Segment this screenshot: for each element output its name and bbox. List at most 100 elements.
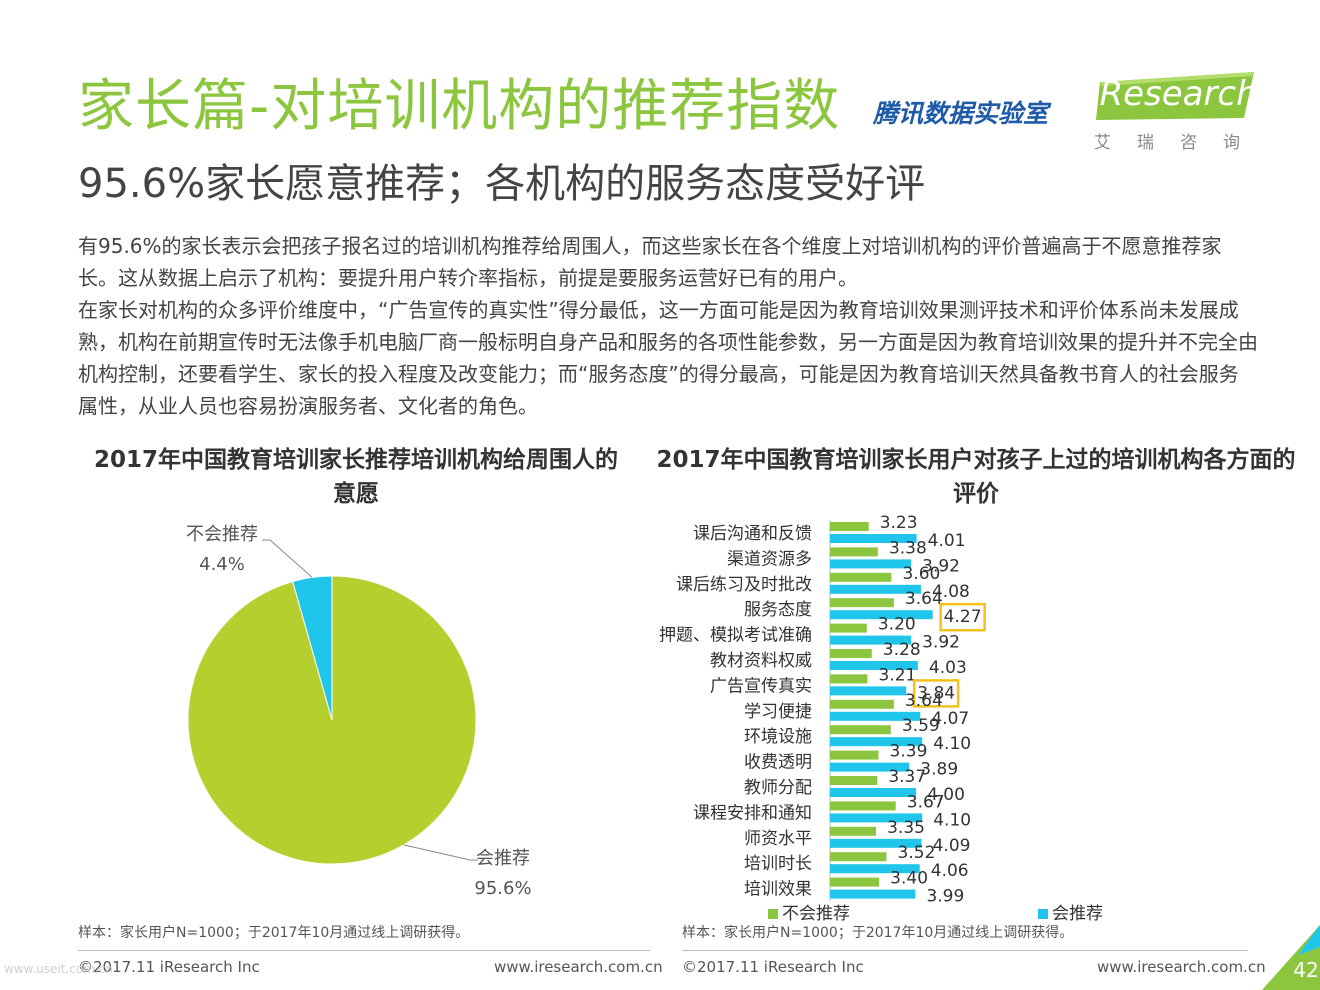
logo-brand: iResearch — [1090, 74, 1258, 114]
page-title: 家长篇-对培训机构的推荐指数 — [78, 74, 841, 139]
bar-recommend — [830, 838, 922, 848]
legend-label-not-recommend: 不会推荐 — [782, 904, 850, 924]
bar-not-recommend — [830, 801, 896, 811]
bar-value-label-recommend: 3.92 — [922, 556, 960, 576]
bar-value-label-not-recommend: 3.35 — [887, 818, 925, 838]
bar-category-label: 培训时长 — [744, 854, 812, 874]
paragraph-1: 有95.6%的家长表示会把孩子报名过的培训机构推荐给周围人，而这些家长在各个维度… — [78, 234, 1222, 290]
bar-value-label-not-recommend: 3.23 — [880, 513, 918, 533]
bar-value-label-not-recommend: 3.52 — [898, 843, 936, 863]
bar-value-label-recommend: 4.03 — [929, 658, 967, 678]
bar-recommend — [830, 559, 912, 569]
bar-not-recommend — [830, 674, 868, 684]
iresearch-logo: iResearch 艾瑞咨询 — [1090, 68, 1260, 158]
footer-copyright-right: ©2017.11 iResearch Inc — [682, 958, 864, 976]
bar-category-label: 课程安排和通知 — [693, 803, 812, 823]
pie-chart-title: 2017年中国教育培训家长推荐培训机构给周围人的意愿 — [93, 447, 618, 507]
pie-label-recommend-name: 会推荐 — [476, 848, 530, 869]
bar-value-label-not-recommend: 3.40 — [890, 869, 928, 889]
sample-note-left: 样本：家长用户N=1000；于2017年10月通过线上调研获得。 — [78, 925, 470, 941]
bar-value-label-not-recommend: 3.20 — [878, 615, 916, 635]
bar-recommend — [830, 788, 916, 797]
bar-recommend — [830, 737, 923, 747]
bar-not-recommend — [830, 699, 894, 709]
page-number: 42 — [1293, 958, 1318, 982]
bar-not-recommend — [830, 750, 879, 760]
bar-not-recommend — [830, 649, 872, 658]
paragraph-2: 在家长对机构的众多评价维度中，“广告宣传的真实性”得分最低，这一方面可能是因为教… — [78, 298, 1258, 418]
pie-label-not-recommend-name: 不会推荐 — [186, 524, 258, 545]
pie-label-recommend-value: 95.6% — [474, 878, 531, 899]
bar-value-label-recommend: 4.10 — [933, 734, 971, 754]
bar-value-label-recommend: 4.00 — [927, 785, 965, 805]
bar-recommend — [830, 762, 910, 772]
bar-category-label: 教师分配 — [744, 778, 812, 798]
page-corner-blue-icon — [1298, 925, 1320, 955]
pie-leader-not-recommend — [262, 539, 313, 578]
bar-category-label: 广告宣传真实 — [710, 676, 812, 696]
bar-recommend — [830, 534, 917, 543]
footer-divider-right — [682, 950, 1248, 951]
bar-chart: 课后沟通和反馈3.234.01渠道资源多3.383.92课后练习及时批改3.60… — [659, 513, 1103, 924]
watermark: www.useit.com.cn — [4, 962, 113, 976]
bar-category-label: 教材资料权威 — [710, 651, 812, 671]
bar-category-label: 环境设施 — [744, 727, 812, 747]
footer-divider-left — [78, 950, 650, 951]
legend-label-recommend: 会推荐 — [1052, 904, 1103, 924]
bar-value-label-recommend: 4.07 — [931, 709, 969, 729]
bar-chart-title: 2017年中国教育培训家长用户对孩子上过的培训机构各方面的评价 — [656, 447, 1296, 507]
bar-not-recommend — [830, 776, 878, 785]
bar-recommend — [830, 813, 923, 823]
bar-recommend — [830, 889, 916, 899]
legend-swatch-not-recommend — [768, 909, 778, 919]
bar-value-label-not-recommend: 3.59 — [902, 716, 940, 736]
bar-not-recommend — [830, 725, 891, 735]
bar-recommend — [830, 635, 912, 645]
bar-value-label-recommend: 3.99 — [926, 887, 964, 907]
bar-value-label-recommend: 4.10 — [933, 810, 971, 830]
bar-value-label-not-recommend: 3.39 — [890, 742, 928, 762]
bar-category-label: 培训效果 — [744, 880, 812, 900]
pie-slice-not-recommend — [292, 575, 333, 721]
bar-category-label: 渠道资源多 — [727, 549, 812, 569]
footer-site-left[interactable]: www.iresearch.com.cn — [494, 958, 663, 976]
bar-value-label-not-recommend: 3.21 — [878, 665, 916, 685]
sample-note-right: 样本：家长用户N=1000；于2017年10月通过线上调研获得。 — [682, 925, 1074, 941]
bar-value-label-not-recommend: 3.64 — [905, 691, 943, 711]
bar-recommend — [830, 661, 918, 670]
bar-value-label-not-recommend: 3.38 — [889, 538, 927, 558]
bar-recommend — [830, 711, 921, 721]
bar-category-label: 收费透明 — [744, 753, 812, 773]
footer-site-right[interactable]: www.iresearch.com.cn — [1097, 958, 1266, 976]
page-corner-green-icon — [1262, 925, 1320, 990]
bar-category-label: 课后练习及时批改 — [676, 575, 812, 595]
pie-chart: 不会推荐 4.4% 会推荐 95.6% — [186, 524, 532, 899]
highlight-box — [939, 602, 986, 632]
pie-leader-recommend — [403, 844, 478, 861]
bar-value-label-recommend: 4.08 — [932, 582, 970, 602]
bar-not-recommend — [830, 852, 887, 862]
bar-value-label-recommend: 4.06 — [931, 861, 969, 881]
page-subtitle: 95.6%家长愿意推荐；各机构的服务态度受好评 — [78, 161, 926, 207]
bar-recommend — [830, 610, 933, 620]
bar-value-label-recommend: 4.09 — [933, 836, 971, 856]
bar-value-label-recommend: 4.01 — [928, 531, 966, 551]
bar-not-recommend — [830, 522, 869, 531]
bar-value-label-recommend: 4.27 — [944, 607, 982, 627]
footer-copyright-left: ©2017.11 iResearch Inc — [78, 958, 260, 976]
bar-not-recommend — [830, 572, 892, 582]
bar-value-label-not-recommend: 3.28 — [883, 640, 921, 660]
bar-category-label: 课后沟通和反馈 — [693, 524, 812, 544]
logo-banner-icon — [1096, 72, 1254, 120]
bar-value-label-not-recommend: 3.67 — [907, 792, 945, 812]
highlight-box — [912, 679, 960, 708]
partner-label: 腾讯数据实验室 — [873, 99, 1049, 128]
bar-recommend — [830, 584, 921, 594]
bar-value-label-recommend: 3.92 — [922, 633, 960, 653]
logo-subtitle: 艾瑞咨询 — [1094, 133, 1266, 153]
bar-value-label-not-recommend: 3.60 — [902, 564, 940, 584]
legend-swatch-recommend — [1038, 909, 1048, 919]
bar-category-label: 师资水平 — [744, 829, 812, 849]
bar-not-recommend — [830, 877, 880, 887]
bar-value-label-recommend: 3.89 — [920, 760, 958, 780]
